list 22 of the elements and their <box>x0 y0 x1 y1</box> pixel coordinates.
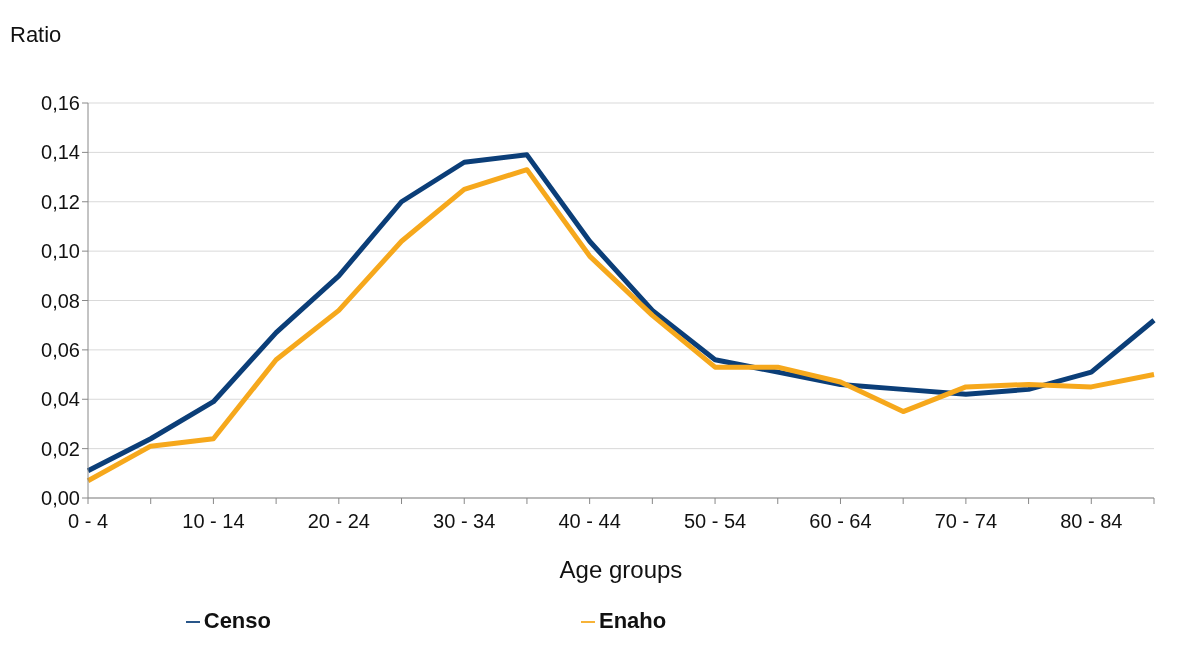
x-tick-label: 80 - 84 <box>1060 510 1123 533</box>
x-tick-label: 70 - 74 <box>934 510 998 533</box>
y-axis-title: Ratio <box>10 22 62 48</box>
x-tick-label: 50 - 54 <box>683 510 747 533</box>
y-tick-label: 0,06 <box>41 338 80 361</box>
y-tick-label: 0,12 <box>41 190 80 213</box>
y-tick-label: 0,08 <box>41 289 80 312</box>
x-tick-label: 0 - 4 <box>67 510 109 533</box>
x-tick-label: 30 - 34 <box>433 510 496 533</box>
legend-label: Enaho <box>599 608 667 633</box>
x-tick-label: 60 - 64 <box>809 510 872 533</box>
legend-label: Censo <box>203 608 271 633</box>
x-axis-title: Age groups <box>559 556 683 583</box>
x-tick-label: 40 - 44 <box>558 510 621 533</box>
y-tick-label: 0,14 <box>41 141 80 164</box>
y-tick-label: 0,16 <box>41 92 80 115</box>
y-tick-label: 0,00 <box>41 487 80 510</box>
x-tick-label: 10 - 14 <box>182 510 245 533</box>
y-tick-label: 0,02 <box>41 437 80 460</box>
y-tick-label: 0,10 <box>41 240 80 263</box>
y-tick-label: 0,04 <box>41 388 80 411</box>
x-tick-label: 20 - 24 <box>307 510 370 533</box>
